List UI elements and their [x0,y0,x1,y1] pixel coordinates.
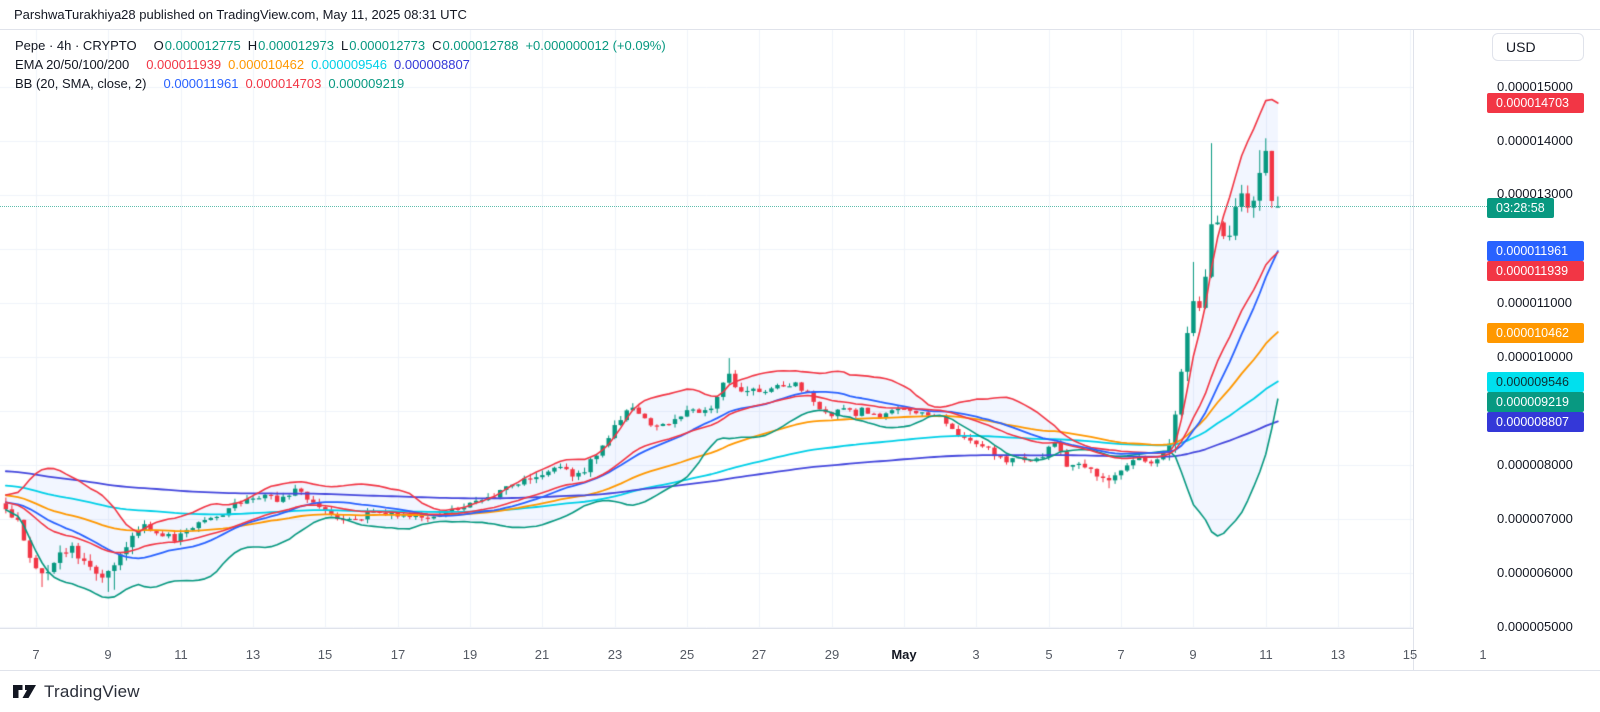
bb-value-1: 0.000014703 [245,76,322,91]
time-axis[interactable]: 7 9 11 13 15 17 19 21 23 25 27 29 May 3 5 7 9 11 13 15 1 [0,642,1600,670]
date-label-29: 29 [824,647,840,662]
ohlc-letter-C: C [432,38,442,53]
bb-lower-badge: 0.000009219 [1487,392,1584,412]
date-label-21: 21 [534,647,550,662]
chart-legend: Pepe · 4h · CRYPTO O 0.000012775 H 0.0000129… [15,37,666,94]
ohlc-value-L: 0.000012773 [349,38,426,53]
price-tick: 0.000010000 [1497,349,1573,364]
ohlc-value-C: 0.000012788 [442,38,519,53]
bb-basis-badge: 0.000011961 [1487,241,1584,261]
publish-bar: ParshwaTurakhiya28 published on TradingV… [0,0,1600,30]
date-label-3: 3 [972,647,980,662]
price-tick: 0.000013000 [1497,186,1573,201]
date-label-5: 5 [1045,647,1053,662]
legend-ema-row: EMA 20/50/100/200 0.000011939 0.000010462 0… [15,56,666,74]
date-label-7: 7 [1117,647,1125,662]
bb-upper-badge: 0.000014703 [1487,93,1584,113]
ohlc-letter-O: O [153,38,164,53]
price-tick: 0.000006000 [1497,565,1573,580]
date-label-9: 9 [104,647,112,662]
date-label-23: 23 [607,647,623,662]
bb-value-0: 0.000011961 [163,76,239,91]
price-scale-border [1413,30,1414,670]
date-label-11: 11 [1259,647,1273,662]
ema200-badge: 0.000008807 [1487,412,1584,432]
date-label-15: 15 [1402,647,1418,662]
date-label-19: 19 [462,647,478,662]
currency-button[interactable]: USD [1492,33,1584,61]
candle-countdown-badge: 03:28:58 [1487,198,1554,218]
price-tick: 0.000011000 [1497,295,1572,310]
ema-value-0: 0.000011939 [146,57,222,72]
ema-value-1: 0.000010462 [228,57,305,72]
current-price-dotted-line [0,206,1487,207]
legend-bb-title: BB (20, SMA, close, 2) [15,76,147,91]
date-label-13: 13 [245,647,261,662]
price-tick: 0.000014000 [1497,133,1573,148]
date-label-17: 17 [390,647,406,662]
price-tick: 0.000005000 [1497,619,1573,634]
legend-ema-title: EMA 20/50/100/200 [15,57,130,72]
ohlc-letter-L: L [341,38,349,53]
legend-symbol-title: Pepe · 4h · CRYPTO [15,38,137,53]
ohlc-value-O: 0.000012775 [164,38,241,53]
footer-bar: TradingView [0,670,1600,712]
ema-value-2: 0.000009546 [311,57,387,72]
date-label-7: 7 [32,647,40,662]
ema50-badge: 0.000010462 [1487,323,1584,343]
tradingview-logo-text: TradingView [44,681,140,701]
ema20-badge: 0.000011939 [1487,261,1584,281]
ema100-badge: 0.000009546 [1487,372,1584,392]
publish-line: ParshwaTurakhiya28 published on TradingV… [14,7,467,22]
date-label-25: 25 [679,647,695,662]
date-label-15: 15 [317,647,333,662]
date-label-9: 9 [1189,647,1197,662]
legend-bb-row: BB (20, SMA, close, 2) 0.000011961 0.00001… [15,75,666,93]
date-label-May: May [891,647,917,662]
tradingview-logo-icon [13,685,36,698]
ohlc-value-H: 0.000012973 [258,38,334,53]
time-axis-border [0,628,1413,629]
date-label-11: 11 [174,647,188,662]
candlestick-chart-canvas[interactable] [0,30,1413,628]
price-tick: 0.000015000 [1497,79,1573,94]
date-label-1: 1 [1479,647,1487,662]
date-label-27: 27 [751,647,767,662]
tradingview-logo[interactable]: TradingView [13,682,140,702]
ohlc-change: +0.000000012 (+0.09%) [525,38,666,53]
ema-value-3: 0.000008807 [394,57,470,72]
legend-symbol-row: Pepe · 4h · CRYPTO O 0.000012775 H 0.0000129… [15,37,666,55]
currency-button-label: USD [1506,39,1536,55]
bb-value-2: 0.000009219 [328,76,405,91]
ohlc-letter-H: H [247,38,258,53]
date-label-13: 13 [1330,647,1346,662]
price-tick: 0.000007000 [1497,511,1573,526]
price-tick: 0.000008000 [1497,457,1573,472]
price-scale[interactable]: USD 0.000015000 0.000014000 0.000013000 0.0… [1413,30,1600,670]
